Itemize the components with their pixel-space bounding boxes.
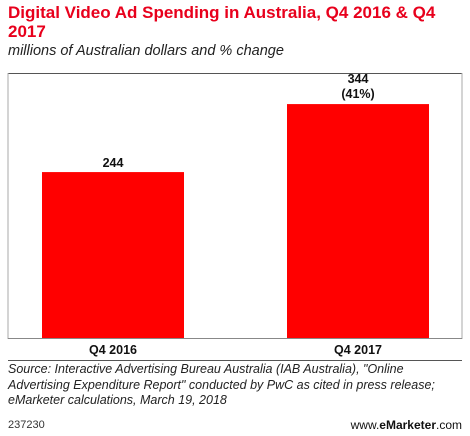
emarketer-logo: www.eMarketer.com [350,418,462,432]
chart-id: 237230 [8,419,45,431]
bar-q4-2017 [287,104,429,338]
change-label: (41%) [341,87,374,101]
source-note: Source: Interactive Advertising Bureau A… [8,362,435,407]
bar-q4-2016 [42,172,184,338]
value-label: 344 [348,72,369,86]
chart-title: Digital Video Ad Spending in Australia, … [8,3,436,41]
value-label: 244 [103,156,124,170]
x-tick-label: Q4 2016 [89,343,137,357]
chart-subtitle: millions of Australian dollars and % cha… [8,43,284,59]
x-tick-label: Q4 2017 [334,343,382,357]
